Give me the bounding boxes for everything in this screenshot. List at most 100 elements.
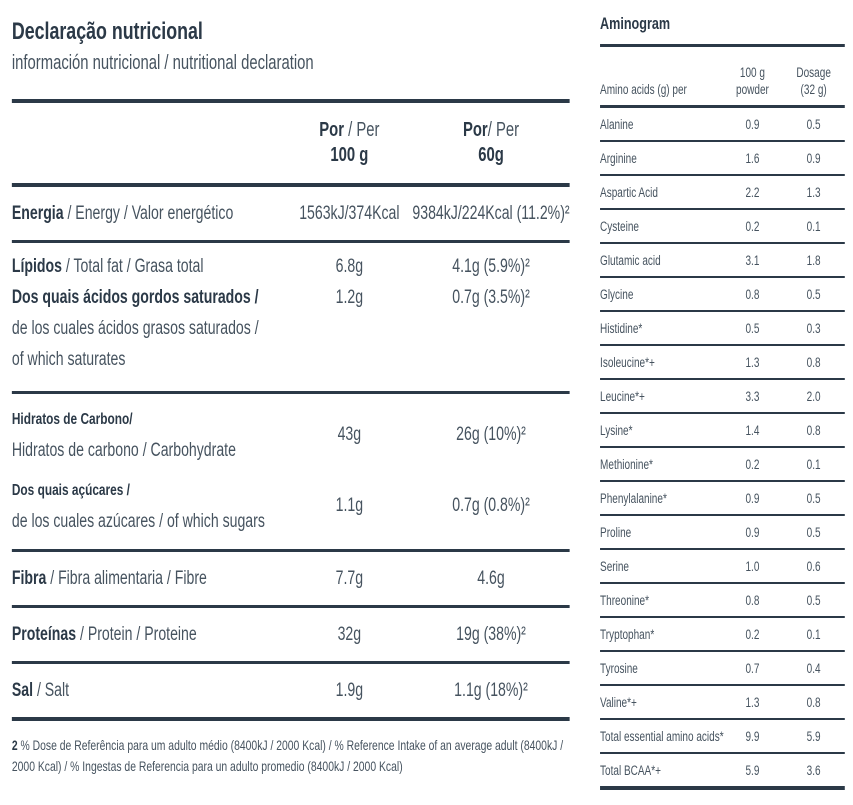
amino-per-100g-value: 1.3 bbox=[745, 694, 760, 710]
aminogram-row: Methionine* 0.2 0.1 bbox=[600, 448, 845, 482]
amino-acid-name: Phenylalanine* bbox=[600, 490, 667, 506]
salt-label-bold: Sal bbox=[11, 680, 34, 701]
aminogram-row: Serine 1.0 0.6 bbox=[600, 550, 845, 584]
amino-per-100g-value: 1.6 bbox=[745, 150, 760, 166]
amino-per-100g-value: 0.2 bbox=[745, 218, 760, 234]
footnote-marker: 2 bbox=[11, 737, 18, 753]
amino-acid-name: Cysteine bbox=[600, 218, 639, 234]
per-100g-amount: 100 g bbox=[330, 144, 369, 166]
amino-acid-name: Aspartic Acid bbox=[600, 184, 658, 200]
aminogram-row: Phenylalanine* 0.9 0.5 bbox=[600, 482, 845, 516]
sugars-label-pt: Dos quais açúcares / bbox=[11, 482, 130, 499]
amino-acid-name: Glycine bbox=[600, 286, 634, 302]
salt-row: Sal / Salt 1.9g 1.1g (18%)² bbox=[12, 664, 570, 717]
salt-per-100g: 1.9g bbox=[335, 680, 364, 701]
energy-row: Energia / Energy / Valor energético 1563… bbox=[12, 187, 570, 240]
amino-per-100g-value: 1.4 bbox=[745, 422, 760, 438]
amino-dosage-value: 0.1 bbox=[806, 456, 821, 472]
protein-per-100g: 32g bbox=[337, 624, 362, 645]
dosage-header-line1: Dosage bbox=[796, 65, 831, 80]
aminogram-row: Valine*+ 1.3 0.8 bbox=[600, 686, 845, 720]
divider bbox=[11, 99, 570, 103]
divider bbox=[11, 661, 570, 664]
amino-per-100g-value: 1.0 bbox=[745, 558, 760, 574]
energy-per-60g: 9384kJ/224Kcal (11.2%)² bbox=[412, 203, 570, 224]
aminogram-row: Total BCAA*+ 5.9 3.6 bbox=[600, 754, 845, 790]
column-header-per-100g: Por / Per 100 g bbox=[286, 118, 412, 168]
aminogram-row: Tryptophan* 0.2 0.1 bbox=[600, 618, 845, 652]
amino-acid-name: Proline bbox=[600, 524, 632, 540]
aminogram-row: Lysine* 1.4 0.8 bbox=[600, 414, 845, 448]
sugars-per-100g: 1.1g bbox=[335, 495, 364, 516]
carbs-label-pt: Hidratos de Carbono/ bbox=[11, 411, 133, 428]
energy-label-bold: Energia bbox=[11, 203, 64, 224]
amino-per-100g-value: 0.9 bbox=[745, 524, 760, 540]
nutrition-declaration-panel: Declaração nutricional información nutri… bbox=[11, 18, 570, 791]
aminogram-row: Tyrosine 0.7 0.4 bbox=[600, 652, 845, 686]
aminogram-row: Histidine* 0.5 0.3 bbox=[600, 312, 845, 346]
amino-acid-name: Lysine* bbox=[600, 422, 633, 438]
amino-dosage-value: 1.3 bbox=[806, 184, 821, 200]
amino-dosage-value: 0.6 bbox=[806, 558, 821, 574]
fibre-per-60g: 4.6g bbox=[477, 568, 505, 589]
aminogram-row: Glycine 0.8 0.5 bbox=[600, 278, 845, 312]
fat-label-rest: / Total fat / Grasa total bbox=[61, 256, 204, 277]
protein-row: Proteínas / Protein / Proteine 32g 19g (… bbox=[12, 608, 570, 661]
powder-header-line1: 100 g bbox=[739, 65, 765, 80]
divider bbox=[11, 183, 570, 187]
fibre-per-100g: 7.7g bbox=[335, 568, 364, 589]
saturates-per-60g: 0.7g (3.5%)² bbox=[452, 287, 530, 308]
carbs-label-es-en: Hidratos de carbono / Carbohydrate bbox=[11, 440, 236, 461]
amino-per-100g-value: 0.9 bbox=[745, 116, 760, 132]
per-60g-label-rest: / Per bbox=[487, 119, 520, 141]
aminogram-row: Isoleucine*+ 1.3 0.8 bbox=[600, 346, 845, 380]
aminogram-row: Alanine 0.9 0.5 bbox=[600, 108, 845, 142]
protein-label-bold: Proteínas bbox=[11, 624, 77, 645]
aminogram-panel: Aminogram Amino acids (g) per 100 g powd… bbox=[600, 14, 845, 790]
aminogram-row: Glutamic acid 3.1 1.8 bbox=[600, 244, 845, 278]
column-header-per-60g: Por/ Per 60g bbox=[412, 118, 569, 168]
amino-acids-column-header: Amino acids (g) per bbox=[600, 82, 687, 97]
divider bbox=[11, 240, 570, 243]
amino-acid-name: Threonine* bbox=[600, 592, 650, 608]
amino-acid-name: Methionine* bbox=[600, 456, 653, 472]
page-title: Declaração nutricional bbox=[11, 18, 203, 45]
amino-dosage-value: 1.8 bbox=[806, 252, 821, 268]
amino-dosage-value: 5.9 bbox=[806, 728, 821, 744]
per-60g-label-bold: Por bbox=[462, 119, 488, 141]
protein-per-60g: 19g (38%)² bbox=[456, 624, 526, 645]
footnote-text: % Dose de Referência para um adulto médi… bbox=[11, 737, 564, 774]
amino-per-100g-value: 2.2 bbox=[745, 184, 760, 200]
saturates-label: Dos quais ácidos gordos saturados / bbox=[11, 287, 259, 308]
amino-acid-name: Alanine bbox=[600, 116, 634, 132]
divider bbox=[600, 44, 845, 47]
dosage-column-header: Dosage (32 g) bbox=[782, 64, 844, 98]
aminogram-title: Aminogram bbox=[600, 14, 671, 33]
amino-per-100g-value: 0.8 bbox=[745, 286, 760, 302]
carbohydrate-section: Hidratos de Carbono/ Hidratos de carbono… bbox=[12, 394, 570, 549]
per-100g-label-rest: / Per bbox=[343, 119, 380, 141]
saturates-label-en: of which saturates bbox=[11, 349, 126, 370]
energy-label-rest: / Energy / Valor energético bbox=[63, 203, 234, 224]
divider bbox=[11, 605, 570, 608]
amino-dosage-value: 0.5 bbox=[806, 592, 821, 608]
amino-per-100g-value: 1.3 bbox=[745, 354, 760, 370]
amino-dosage-value: 0.1 bbox=[806, 626, 821, 642]
amino-dosage-value: 0.5 bbox=[806, 524, 821, 540]
fibre-label-rest: / Fibra alimentaria / Fibre bbox=[46, 568, 207, 589]
protein-label-rest: / Protein / Proteine bbox=[76, 624, 197, 645]
amino-per-100g-value: 3.3 bbox=[745, 388, 760, 404]
aminogram-table-header: Amino acids (g) per 100 g powder Dosage … bbox=[600, 47, 845, 108]
amino-dosage-value: 0.3 bbox=[806, 320, 821, 336]
amino-per-100g-value: 9.9 bbox=[745, 728, 760, 744]
saturates-label-es: de los cuales ácidos grasos saturados / bbox=[11, 318, 259, 339]
amino-acid-name: Tryptophan* bbox=[600, 626, 655, 642]
amino-per-100g-value: 0.7 bbox=[745, 660, 760, 676]
aminogram-body: Alanine 0.9 0.5 Arginine 1.6 0.9 Asparti… bbox=[600, 108, 845, 790]
fat-per-100g: 6.8g bbox=[335, 256, 364, 277]
per-100g-powder-column-header: 100 g powder bbox=[722, 64, 782, 98]
aminogram-row: Cysteine 0.2 0.1 bbox=[600, 210, 845, 244]
divider bbox=[11, 717, 570, 721]
energy-per-100g: 1563kJ/374Kcal bbox=[299, 203, 400, 224]
amino-acid-name: Leucine*+ bbox=[600, 388, 645, 404]
